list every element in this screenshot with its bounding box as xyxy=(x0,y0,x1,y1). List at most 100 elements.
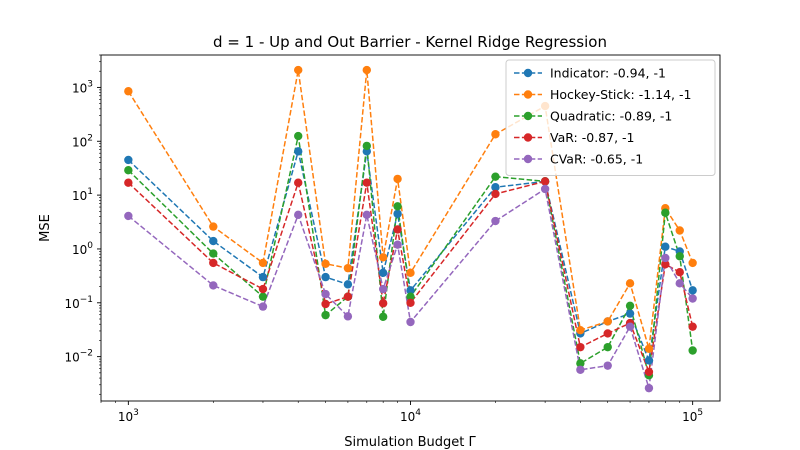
data-point xyxy=(491,172,500,181)
y-tick-label: 103 xyxy=(72,79,93,95)
x-axis: 103 104 105 xyxy=(100,401,703,424)
data-point xyxy=(688,322,697,331)
data-point xyxy=(378,299,388,308)
data-point xyxy=(258,302,268,311)
data-point xyxy=(321,289,330,299)
data-point xyxy=(406,292,415,301)
y-tick-label: 101 xyxy=(72,187,93,203)
data-point xyxy=(603,317,612,326)
data-point xyxy=(294,131,303,141)
data-point xyxy=(294,147,303,156)
legend-swatch-marker xyxy=(523,133,533,142)
data-point xyxy=(378,253,388,262)
plot-area xyxy=(100,54,721,402)
data-point xyxy=(343,312,353,321)
data-point xyxy=(343,280,353,289)
y-tick-label: 10−2 xyxy=(64,349,93,365)
series-markers xyxy=(124,65,697,393)
data-point xyxy=(393,225,402,234)
data-point xyxy=(209,281,218,290)
data-point xyxy=(675,252,684,261)
data-point xyxy=(491,216,500,226)
y-tick-label: 100 xyxy=(72,241,93,257)
data-point xyxy=(406,268,415,278)
legend-entry: VaR: -0.87, -1 xyxy=(550,130,634,145)
data-point xyxy=(661,260,670,269)
data-point xyxy=(209,236,218,246)
y-axis-label: MSE xyxy=(38,214,53,242)
data-point xyxy=(688,346,697,355)
data-point xyxy=(644,344,654,353)
data-point xyxy=(321,259,330,268)
x-axis-label: Simulation Budget Γ xyxy=(344,435,476,450)
data-point xyxy=(393,240,402,249)
data-point xyxy=(688,286,697,295)
data-point xyxy=(362,178,371,187)
data-point xyxy=(661,253,670,263)
legend-swatch-marker xyxy=(523,90,533,99)
data-point xyxy=(406,286,415,295)
data-point xyxy=(321,272,330,282)
data-point xyxy=(603,361,612,370)
data-point xyxy=(343,292,353,301)
data-point xyxy=(644,367,654,377)
data-point xyxy=(209,249,218,258)
data-point xyxy=(603,342,612,352)
data-point xyxy=(644,383,654,393)
data-point xyxy=(258,284,268,294)
data-point xyxy=(124,87,133,96)
data-point xyxy=(393,202,402,211)
data-point xyxy=(209,258,218,268)
x-tick-label: 104 xyxy=(400,408,421,424)
data-point xyxy=(675,226,684,235)
legend-entry: CVaR: -0.65, -1 xyxy=(550,152,643,167)
data-point xyxy=(576,359,585,368)
data-point xyxy=(258,258,268,268)
data-point xyxy=(209,222,218,231)
data-point xyxy=(603,329,612,338)
legend-entry: Indicator: -0.94, -1 xyxy=(550,66,666,81)
data-point xyxy=(491,130,500,139)
data-point xyxy=(124,211,133,221)
x-tick-label: 105 xyxy=(682,408,703,424)
data-point xyxy=(675,267,684,277)
legend-swatch-marker xyxy=(523,111,533,121)
data-point xyxy=(124,178,133,187)
data-point xyxy=(124,155,133,165)
data-point xyxy=(576,342,585,352)
data-point xyxy=(362,141,371,151)
data-point xyxy=(491,183,500,192)
data-point xyxy=(661,242,670,251)
data-point xyxy=(688,258,697,268)
data-point xyxy=(294,178,303,187)
data-point xyxy=(321,299,330,309)
data-point xyxy=(625,309,635,318)
data-point xyxy=(321,310,330,320)
chart-title: d = 1 - Up and Out Barrier - Kernel Ridg… xyxy=(213,33,607,51)
data-point xyxy=(258,292,268,301)
data-point xyxy=(294,65,303,75)
data-point xyxy=(576,325,585,335)
data-point xyxy=(625,301,635,310)
data-point xyxy=(406,317,415,327)
legend-swatch-marker xyxy=(523,154,533,164)
x-tick-label: 103 xyxy=(118,408,139,424)
data-point xyxy=(362,65,371,75)
y-axis: 10−2 10−1 100 101 102 103 xyxy=(64,54,101,395)
data-point xyxy=(258,272,268,282)
data-point xyxy=(362,210,371,220)
data-point xyxy=(378,284,388,294)
data-point xyxy=(576,365,585,374)
data-point xyxy=(644,356,654,365)
data-point xyxy=(294,210,303,220)
data-point xyxy=(675,279,684,288)
legend-swatch-marker xyxy=(523,68,533,78)
data-point xyxy=(343,263,353,273)
data-point xyxy=(124,166,133,175)
legend: Indicator: -0.94, -1 Hockey-Stick: -1.14,… xyxy=(505,59,716,176)
y-tick-label: 10−1 xyxy=(64,295,93,311)
legend-entry: Quadratic: -0.89, -1 xyxy=(550,109,672,124)
data-point xyxy=(625,322,635,331)
data-point xyxy=(491,189,500,199)
legend-entry: Hockey-Stick: -1.14, -1 xyxy=(550,87,691,102)
